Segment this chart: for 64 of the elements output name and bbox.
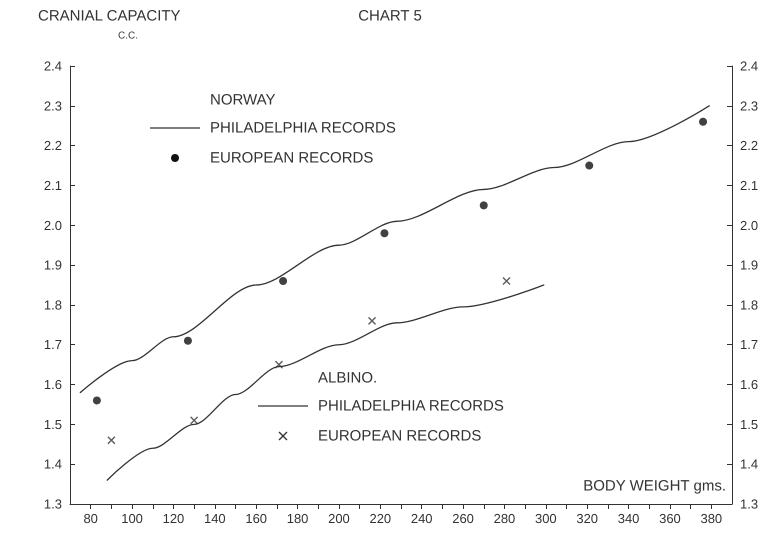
y-tick-label: 1.4 [44,456,62,472]
y-tick-label: 1.7 [44,337,62,352]
x-tick-label: 200 [328,511,350,526]
x-tick-label: 380 [700,511,722,526]
legend-label: EUROPEAN RECORDS [210,150,374,166]
y-axis-title: CRANIAL CAPACITY [38,8,181,24]
y-tick-label: 1.9 [44,258,62,273]
line-series [106,284,544,481]
point [480,201,488,210]
legend-label: EUROPEAN RECORDS [318,428,482,444]
x-tick-label: 360 [659,511,681,526]
y2-tick-label: 1.9 [740,258,758,273]
y-tick-label: 2.2 [44,138,62,154]
point [107,436,116,444]
y2-tick-label: 1.7 [740,337,758,352]
annotation: NORWAY [210,92,276,108]
x-tick-label: 140 [204,511,226,526]
x-axis-title: BODY WEIGHT gms. [583,478,726,494]
point [184,336,192,345]
x-tick-label: 220 [369,511,392,526]
y2-tick-label: 2.2 [740,138,758,154]
x-tick-label: 340 [618,511,640,526]
x-tick-label: 180 [286,511,308,526]
legend-label: PHILADELPHIA RECORDS [210,120,396,136]
y2-tick-label: 1.3 [740,496,758,512]
point [585,162,594,170]
y2-tick-label: 2.0 [740,218,758,233]
point [274,360,284,369]
y-tick-label: 2.3 [44,98,62,114]
y2-tick-label: 2.4 [740,58,758,74]
y-tick-label: 2.0 [44,218,62,233]
x-tick-label: 300 [534,511,557,526]
y2-tick-label: 1.8 [740,297,758,312]
x-tick-label: 320 [576,511,598,526]
x-tick-label: 100 [121,511,143,526]
x-tick-label: 120 [162,511,184,526]
y-tick-label: 2.4 [44,58,62,74]
y2-tick-label: 1.5 [740,416,758,432]
y-tick-label: 1.5 [44,416,62,432]
legend-label: PHILADELPHIA RECORDS [318,398,504,414]
point [368,316,376,326]
y2-tick-label: 1.4 [740,456,758,472]
chart-title: CHART 5 [358,8,422,24]
x-tick-label: 260 [452,511,474,526]
x-tick-label: 80 [83,511,98,526]
y2-tick-label: 1.6 [740,377,758,392]
annotation: ALBINO. [318,370,378,386]
point [380,229,388,238]
point [502,276,511,286]
y-tick-label: 1.3 [44,496,62,512]
point [92,396,101,404]
point [190,416,198,425]
y2-tick-label: 2.1 [740,178,758,193]
x-tick-label: 280 [494,511,516,526]
x-tick-label: 160 [245,511,268,526]
x-tick-label: 240 [410,511,433,526]
y-tick-label: 2.1 [44,178,62,193]
y-tick-label: 1.6 [44,377,62,392]
y2-tick-label: 2.3 [740,98,758,114]
y-tick-label: 1.8 [44,297,62,312]
line-series [80,105,710,394]
point [699,118,708,126]
point [279,277,288,286]
text: C.C. [118,30,138,42]
